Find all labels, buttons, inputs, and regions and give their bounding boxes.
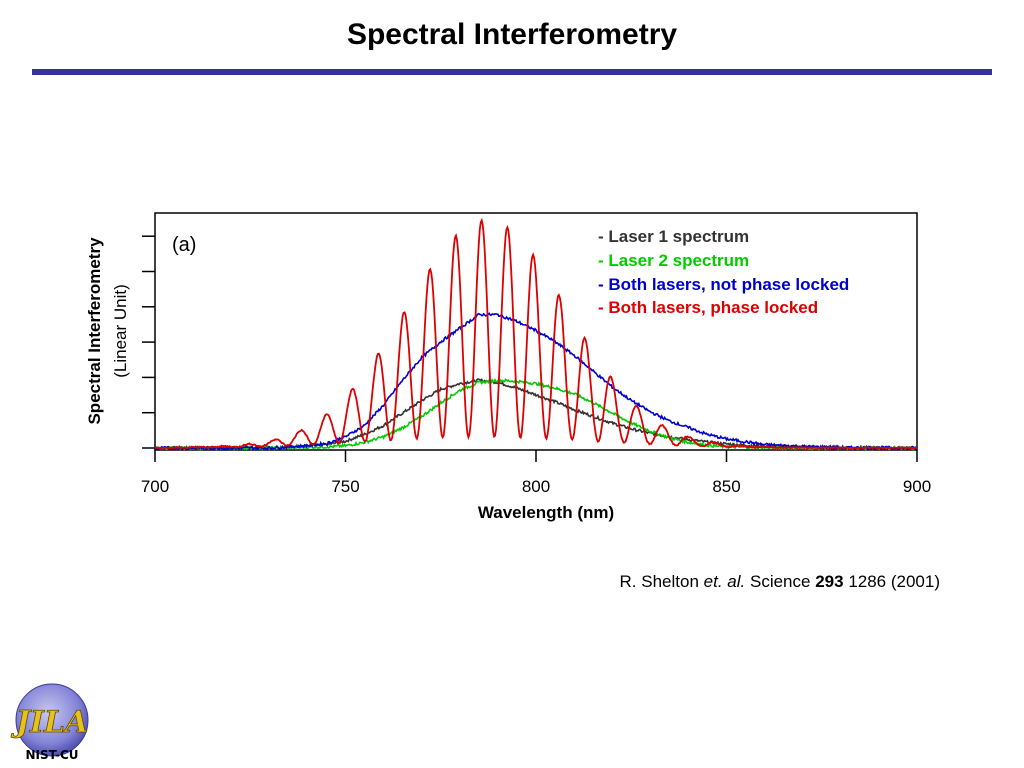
x-tick-label: 800 <box>522 477 550 496</box>
y-axis-subtitle: (Linear Unit) <box>111 284 130 378</box>
logo-letters: JILA <box>11 705 89 740</box>
legend-item-locked: - Both lasers, phase locked <box>598 298 818 317</box>
spectral-chart: 700 750 800 850 900 (a) Wavelength (nm) Spec… <box>85 212 931 522</box>
legend-item-laser2: - Laser 2 spectrum <box>598 251 749 270</box>
citation-journal: Science <box>749 572 811 591</box>
title-divider <box>32 69 992 75</box>
logo-nist-cu: NIST-CU <box>25 748 78 762</box>
laser1-spectrum-line <box>154 378 918 451</box>
citation: R. Shelton et. al. Science 293 1286 (200… <box>0 572 940 592</box>
series-layer <box>154 217 918 452</box>
slide-title: Spectral Interferometry <box>346 18 678 51</box>
laser2-spectrum-line <box>154 377 918 452</box>
citation-pages-year: 1286 (2001) <box>848 572 940 591</box>
x-tick-label: 900 <box>903 477 931 496</box>
panel-label: (a) <box>172 234 196 256</box>
citation-volume: 293 <box>815 572 844 591</box>
citation-author: R. Shelton <box>619 572 699 591</box>
y-axis-title-group: Spectral Interferometry (Linear Unit) <box>85 237 130 425</box>
jila-logo: JILA NIST-CU <box>10 683 89 762</box>
x-tick-label: 700 <box>141 477 169 496</box>
legend-item-not-locked: - Both lasers, not phase locked <box>598 275 849 294</box>
legend-item-laser1: - Laser 1 spectrum <box>598 227 749 246</box>
legend: - Laser 1 spectrum - Laser 2 spectrum - … <box>598 227 849 317</box>
x-axis-title: Wavelength (nm) <box>478 503 614 522</box>
logo-globe <box>15 683 89 757</box>
x-tick-label: 750 <box>331 477 359 496</box>
not-locked-line <box>154 312 918 451</box>
x-axis: 700 750 800 850 900 <box>141 450 931 496</box>
citation-etal: et. al. <box>703 572 746 591</box>
x-tick-label: 850 <box>712 477 740 496</box>
y-axis-title: Spectral Interferometry <box>85 237 104 425</box>
y-axis <box>142 235 155 449</box>
phase-locked-line <box>154 217 918 450</box>
